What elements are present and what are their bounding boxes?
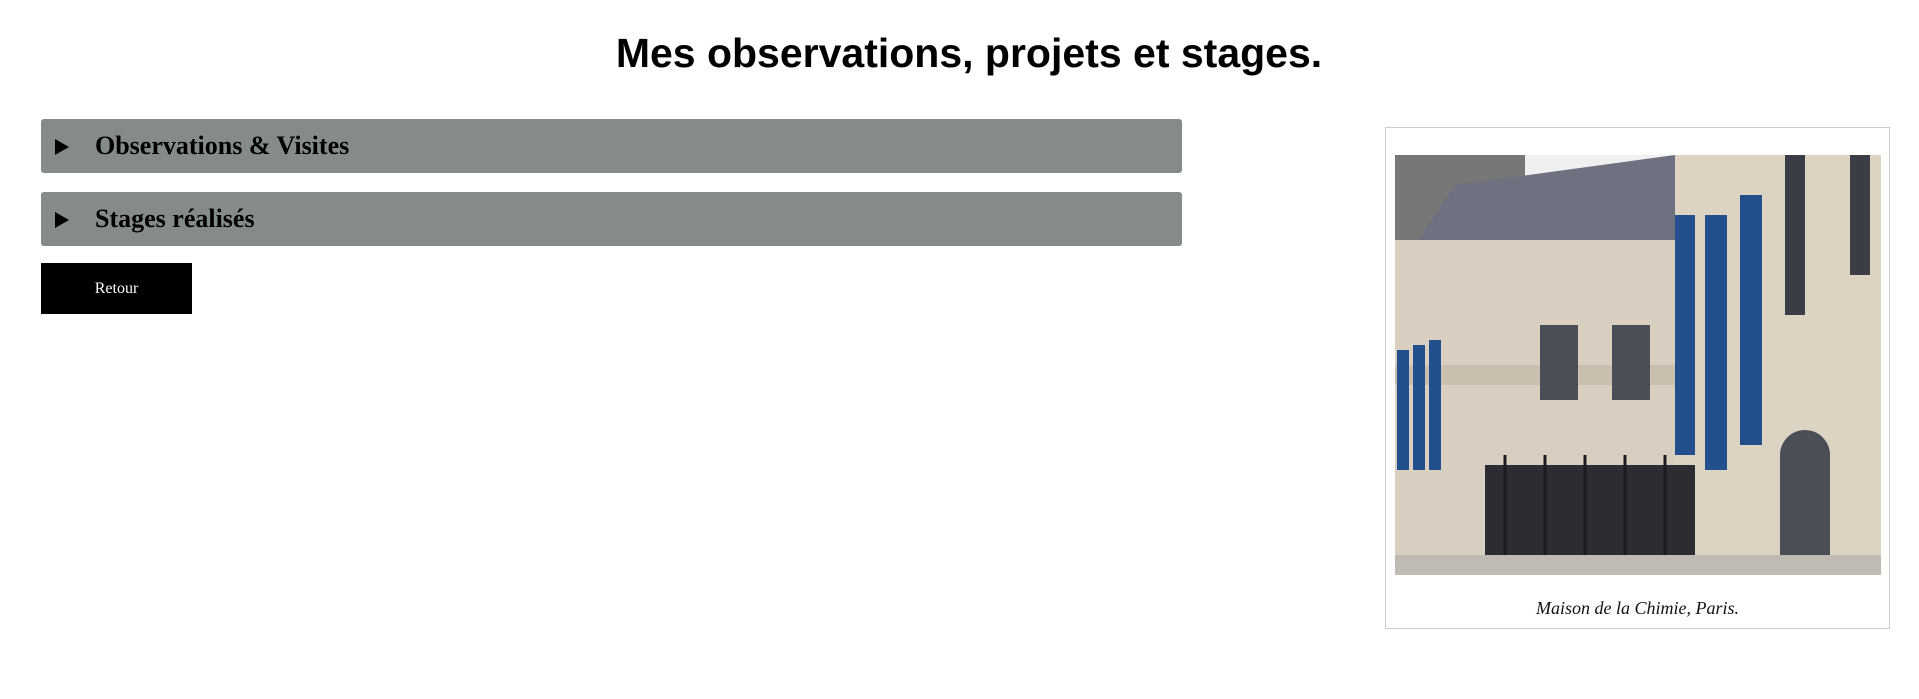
back-button[interactable]: Retour xyxy=(41,263,192,314)
figure: Maison de la Chimie, Paris. xyxy=(1385,127,1890,629)
figure-caption: Maison de la Chimie, Paris. xyxy=(1536,598,1739,618)
accordion[interactable]: Stages réalisés xyxy=(41,192,1182,246)
photo xyxy=(1395,155,1881,575)
expand-arrow xyxy=(55,139,69,155)
page-title: Mes observations, projets et stages. xyxy=(615,30,1323,76)
expand-arrow xyxy=(55,212,69,228)
accordion-label: Stages réalisés xyxy=(95,204,255,233)
accordion[interactable]: Observations & Visites xyxy=(41,119,1182,173)
accordion-label: Observations & Visites xyxy=(95,131,350,160)
